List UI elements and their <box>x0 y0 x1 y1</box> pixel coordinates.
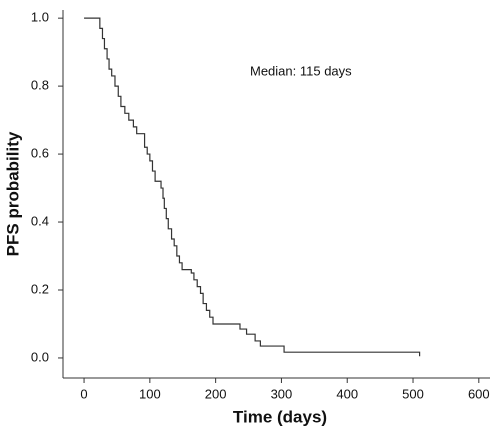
x-axis-label: Time (days) <box>233 407 327 426</box>
y-tick-label: 0.0 <box>31 349 49 364</box>
annotation: Median: 115 days <box>250 63 352 78</box>
x-tick-label: 300 <box>271 386 293 401</box>
x-tick-label: 200 <box>205 386 227 401</box>
x-tick-label: 600 <box>468 386 490 401</box>
x-tick-label: 400 <box>336 386 358 401</box>
y-axis-label: PFS probability <box>3 131 22 256</box>
y-tick-label: 0.4 <box>31 213 49 228</box>
y-tick-label: 0.2 <box>31 281 49 296</box>
x-tick-label: 500 <box>402 386 424 401</box>
survival-curve <box>84 17 421 357</box>
y-tick-label: 1.0 <box>31 10 49 25</box>
x-tick-label: 100 <box>139 386 161 401</box>
y-tick-label: 0.8 <box>31 78 49 93</box>
x-tick-label: 0 <box>80 386 87 401</box>
y-tick-label: 0.6 <box>31 146 49 161</box>
